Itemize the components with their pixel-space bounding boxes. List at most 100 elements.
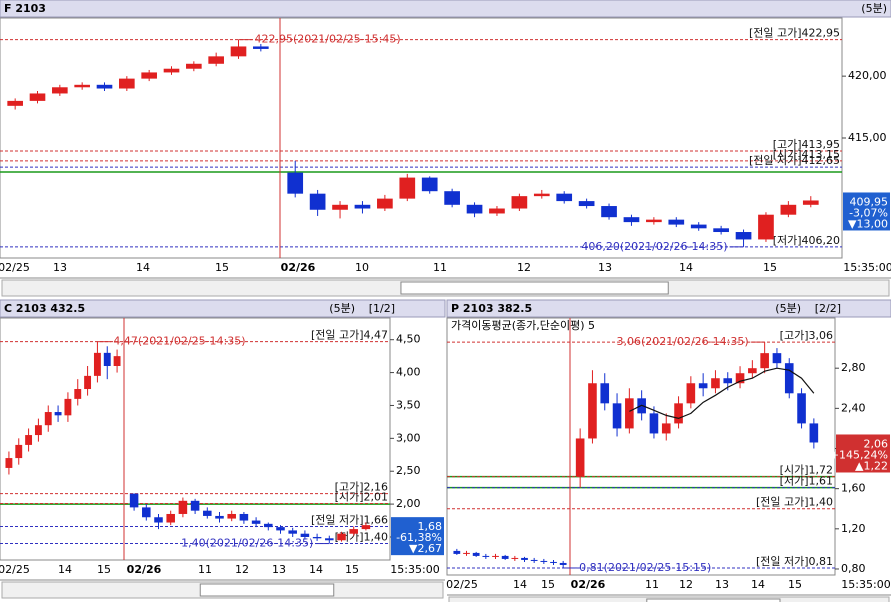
candle-body xyxy=(711,378,720,389)
candle-body xyxy=(29,93,46,101)
last-price-text: ▼2,67 xyxy=(409,542,442,555)
y-tick-label: 2,00 xyxy=(396,497,421,510)
candle-body xyxy=(264,523,273,528)
candle-body xyxy=(163,68,180,73)
x-tick-label: 13 xyxy=(598,261,612,274)
candle-body xyxy=(760,353,769,369)
candle-body xyxy=(802,200,819,205)
candle-body xyxy=(421,177,438,192)
x-tick-label: 15:35:00 xyxy=(843,261,891,274)
x-tick-label: 14 xyxy=(58,563,72,576)
x-tick-label: 02/25 xyxy=(0,261,30,274)
candle-body xyxy=(466,204,483,214)
level-label: [전일 저가]0,81 xyxy=(756,554,833,568)
candle-body xyxy=(646,219,662,223)
x-tick-label: 15 xyxy=(763,261,777,274)
candle-body xyxy=(96,84,113,89)
candle-body xyxy=(337,533,346,541)
level-label: [시가]413,15 xyxy=(773,148,840,161)
panel-title: F 2103 xyxy=(4,2,46,15)
candle-body xyxy=(7,100,23,106)
candle-body xyxy=(215,515,224,519)
last-price-box xyxy=(391,517,444,556)
candle-body xyxy=(809,423,819,443)
x-tick-label: 14 xyxy=(513,578,527,591)
candle-body xyxy=(230,46,247,57)
last-price-text: 409,95 xyxy=(850,195,889,208)
candle-body xyxy=(354,204,371,209)
candle-body xyxy=(239,513,249,521)
x-tick-label: 15 xyxy=(97,563,111,576)
x-tick-label: 15 xyxy=(541,578,555,591)
level-label: [저가]406,20 xyxy=(773,234,840,247)
x-tick-label: 02/25 xyxy=(0,563,30,576)
candle-body xyxy=(377,198,393,209)
candle-body xyxy=(103,352,111,367)
candle-body xyxy=(533,193,550,197)
x-tick-label: 14 xyxy=(136,261,150,274)
last-price-text: 1,68 xyxy=(418,520,443,533)
candle-body xyxy=(325,538,334,541)
level-label: [고가]413,95 xyxy=(773,138,840,151)
ma-label: 가격이동평균(종가,단순이평) 5 xyxy=(451,319,595,332)
x-tick-label: 11 xyxy=(198,563,212,576)
period-label: (5분) xyxy=(775,302,801,315)
x-tick-label: 10 xyxy=(355,261,369,274)
y-tick-label: 3,00 xyxy=(396,431,421,444)
x-tick-label: 14 xyxy=(751,578,765,591)
candle-body xyxy=(735,232,752,240)
x-tick-label: 02/26 xyxy=(571,578,606,591)
level-label: [전일 저가]1,66 xyxy=(311,512,388,526)
x-tick-label: 02/26 xyxy=(127,563,162,576)
x-tick-label: 13 xyxy=(272,563,286,576)
candle-body xyxy=(64,398,72,416)
candle-body xyxy=(748,368,757,374)
candle-body xyxy=(578,201,595,207)
level-label: [고가]2,16 xyxy=(335,481,388,494)
candle-body xyxy=(601,206,617,218)
page-label: [2/2] xyxy=(815,302,841,315)
x-tick-label: 14 xyxy=(679,261,693,274)
last-price-text: -61,38% xyxy=(396,531,442,544)
candle-body xyxy=(489,208,505,214)
y-tick-label: 4,00 xyxy=(396,366,421,379)
x-tick-label: 12 xyxy=(679,578,693,591)
candle-body xyxy=(361,525,371,530)
candle-body xyxy=(723,378,733,384)
scroll-thumb[interactable] xyxy=(400,281,669,295)
candle-body xyxy=(190,500,200,511)
candle-body xyxy=(34,425,42,436)
candle-body xyxy=(625,398,634,429)
x-tick-label: 15 xyxy=(345,563,359,576)
candle-body xyxy=(203,510,212,516)
extreme-label: 0,81(2021/02/25-15:15) xyxy=(579,561,711,574)
candle-body xyxy=(44,412,52,426)
candle-body xyxy=(758,214,774,240)
x-tick-label: 15:35:00 xyxy=(390,563,439,576)
last-price-text: ▼13,00 xyxy=(848,217,888,230)
level-label: [저가]1,40 xyxy=(335,531,388,544)
period-label: (5분) xyxy=(329,302,355,315)
candle-body xyxy=(399,177,416,199)
candle-body xyxy=(492,555,499,557)
moving-average xyxy=(629,367,815,420)
candle-body xyxy=(661,423,671,434)
y-tick-label: 3,50 xyxy=(396,398,421,411)
last-price-text: +145,24% xyxy=(830,448,888,461)
candle-body xyxy=(74,84,90,88)
candle-body xyxy=(453,550,461,554)
candle-body xyxy=(142,507,151,518)
candle-body xyxy=(288,530,297,534)
panel-header xyxy=(0,299,446,318)
extreme-label: 3,06(2021/02/26-14:35) xyxy=(616,335,748,348)
candle-body xyxy=(276,527,285,531)
candle-body xyxy=(5,458,13,468)
x-tick-label: 02/26 xyxy=(281,261,316,274)
y-tick-label: 420,00 xyxy=(848,69,887,82)
candle-body xyxy=(668,219,685,225)
candle-body xyxy=(772,353,782,364)
candle-body xyxy=(349,529,358,534)
scroll-thumb[interactable] xyxy=(199,583,335,597)
candle-body xyxy=(253,46,269,49)
